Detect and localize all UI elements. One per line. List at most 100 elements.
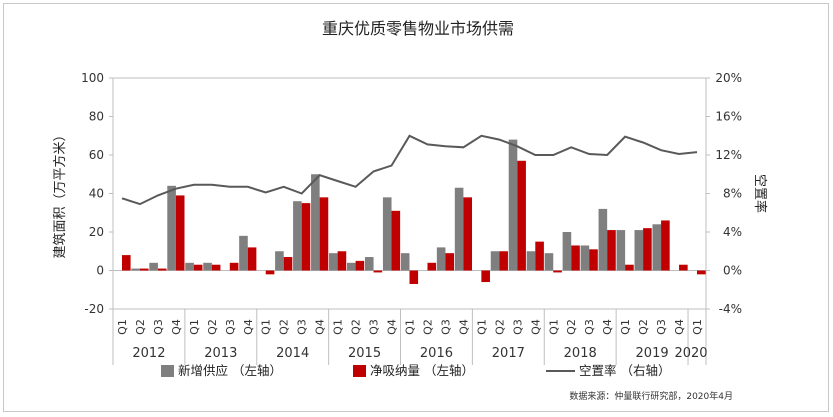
supply-bar — [652, 224, 662, 271]
right-axis-label: 空置率 — [752, 174, 768, 213]
quarter-tick-label: Q3 — [439, 319, 452, 335]
supply-bar — [167, 185, 176, 271]
quarter-tick-label: Q2 — [206, 319, 219, 335]
left-tick-label: 80 — [89, 110, 104, 124]
absorption-bar — [661, 220, 670, 271]
supply-bar — [616, 230, 626, 271]
quarter-tick-label: Q3 — [511, 319, 524, 335]
quarter-tick-label: Q3 — [655, 319, 668, 335]
legend-absorption-label: 净吸纳量 （左轴） — [370, 363, 474, 378]
quarter-tick-label: Q4 — [386, 319, 399, 335]
quarter-tick-label: Q4 — [242, 319, 255, 335]
right-tick-label: 8% — [723, 187, 742, 201]
absorption-bar — [517, 160, 526, 271]
absorption-bar — [481, 270, 490, 283]
quarter-tick-label: Q3 — [368, 319, 381, 335]
right-tick-label: 4% — [723, 225, 742, 239]
legend-supply-swatch — [161, 365, 174, 377]
quarter-tick-label: Q4 — [673, 319, 686, 335]
absorption-bar — [553, 270, 562, 273]
legend-vacancy-label: 空置率 （右轴） — [579, 363, 670, 378]
supply-bar — [131, 268, 140, 271]
absorption-bar — [319, 197, 329, 271]
year-label: 2013 — [204, 346, 237, 361]
supply-bar — [544, 253, 554, 271]
absorption-bar — [679, 264, 688, 271]
supply-bar — [293, 201, 302, 271]
absorption-bar — [445, 253, 455, 271]
supply-bar — [239, 235, 248, 271]
chart-frame — [3, 3, 829, 412]
absorption-bar — [589, 249, 598, 271]
absorption-bar — [409, 270, 419, 284]
absorption-bar — [175, 195, 185, 271]
absorption-bar — [157, 268, 167, 271]
quarter-tick-label: Q1 — [188, 319, 201, 335]
supply-bar — [346, 262, 356, 271]
supply-bar — [149, 262, 158, 271]
absorption-bar — [247, 247, 257, 271]
quarter-tick-label: Q2 — [637, 319, 650, 335]
absorption-bar — [283, 257, 293, 271]
absorption-bar — [373, 270, 383, 273]
absorption-bar — [301, 203, 311, 271]
supply-bar — [275, 251, 284, 271]
supply-bar — [329, 253, 338, 271]
absorption-bar — [139, 268, 149, 271]
year-label: 2012 — [132, 346, 165, 361]
quarter-tick-label: Q1 — [260, 319, 273, 335]
left-tick-label: -20 — [84, 302, 104, 316]
absorption-bar — [355, 260, 365, 271]
left-tick-label: 20 — [89, 225, 104, 239]
chart-title: 重庆优质零售物业市场供需 — [322, 19, 514, 38]
quarter-tick-label: Q2 — [134, 319, 147, 335]
quarter-tick-label: Q4 — [457, 319, 470, 335]
absorption-bar — [463, 197, 473, 271]
quarter-tick-label: Q3 — [296, 319, 309, 335]
supply-bar — [580, 245, 590, 271]
supply-bar — [436, 247, 446, 271]
supply-bar — [311, 174, 320, 271]
right-tick-label: 0% — [723, 264, 742, 278]
absorption-bar — [607, 230, 616, 271]
year-label: 2014 — [276, 346, 309, 361]
supply-bar — [508, 139, 518, 271]
quarter-tick-label: Q2 — [565, 319, 578, 335]
quarter-tick-label: Q1 — [547, 319, 560, 335]
supply-bar — [185, 262, 194, 271]
quarter-tick-label: Q3 — [152, 319, 165, 335]
supply-bar — [598, 208, 608, 271]
year-label: 2015 — [348, 346, 381, 361]
supply-bar — [526, 251, 536, 271]
supply-bar — [634, 230, 644, 271]
supply-bar — [382, 197, 392, 271]
left-tick-label: 0 — [96, 264, 104, 278]
absorption-bar — [625, 264, 634, 271]
left-axis-label: 建筑面积（万平方米） — [52, 128, 68, 258]
absorption-bar — [535, 241, 544, 271]
absorption-bar — [265, 270, 275, 275]
right-tick-label: 16% — [715, 110, 742, 124]
quarter-tick-label: Q1 — [116, 319, 129, 335]
source-note: 数据来源：仲量联行研究部，2020年4月 — [569, 390, 733, 402]
absorption-bar — [391, 210, 401, 271]
vacancy-line — [121, 134, 698, 206]
absorption-bar — [229, 262, 239, 271]
year-label: 2018 — [564, 346, 597, 361]
quarter-tick-label: Q1 — [619, 319, 632, 335]
year-label: 2016 — [420, 346, 453, 361]
quarter-tick-label: Q2 — [278, 319, 291, 335]
absorption-bar — [427, 262, 437, 271]
quarter-tick-label: Q1 — [691, 319, 704, 335]
quarter-tick-label: Q1 — [475, 319, 488, 335]
absorption-bar — [697, 270, 706, 275]
quarter-tick-label: Q2 — [421, 319, 434, 335]
quarter-tick-label: Q3 — [224, 319, 237, 335]
left-tick-label: 100 — [81, 71, 104, 85]
supply-bar — [400, 253, 410, 271]
left-tick-label: 40 — [89, 187, 104, 201]
year-label: 2017 — [492, 346, 525, 361]
left-tick-label: 60 — [89, 148, 104, 162]
absorption-bar — [499, 251, 508, 271]
